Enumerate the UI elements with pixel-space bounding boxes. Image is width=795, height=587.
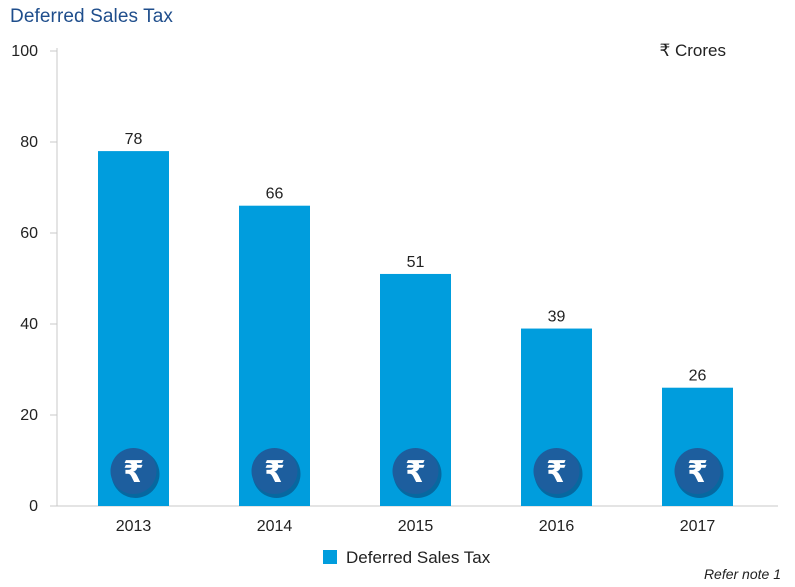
y-tick-label: 80 [20,134,38,151]
bar-series: 78 ₹66 ₹51 ₹39 ₹26 ₹ [98,131,733,506]
data-label-2014: 66 [266,186,284,203]
rupee-icon-circle [110,448,157,494]
rupee-glyph: ₹ [546,455,567,490]
unit-label: ₹ Crores [659,41,726,60]
rupee-icon-circle [674,448,721,494]
y-tick-label: 60 [20,225,38,242]
data-label-2013: 78 [125,131,143,148]
y-tick-label: 20 [20,407,38,424]
y-tick-label: 0 [29,498,38,515]
rupee-glyph: ₹ [687,455,708,490]
legend-label: Deferred Sales Tax [346,548,491,567]
rupee-icon: ₹ [392,448,442,498]
rupee-glyph: ₹ [264,455,285,490]
x-axis-ticks: 2013 2014 2015 2016 2017 [116,518,716,535]
rupee-glyph: ₹ [405,455,426,490]
x-tick-label-2017: 2017 [680,518,716,535]
legend-swatch [323,550,337,564]
rupee-icon: ₹ [533,448,583,498]
rupee-icon-circle [251,448,298,494]
data-label-2017: 26 [689,368,707,385]
bar-2013 [98,151,169,506]
x-tick-label-2016: 2016 [539,518,575,535]
footnote: Refer note 1 [704,566,781,582]
x-tick-label-2015: 2015 [398,518,434,535]
data-label-2015: 51 [407,254,425,271]
y-axis-ticks: 0 20 40 60 80 100 [11,43,57,515]
x-tick-label-2014: 2014 [257,518,293,535]
legend: Deferred Sales Tax [323,548,491,567]
rupee-icon-circle [533,448,580,494]
chart-title: Deferred Sales Tax [10,6,174,27]
y-tick-label: 100 [11,43,38,60]
rupee-icon: ₹ [110,448,160,498]
x-tick-label-2013: 2013 [116,518,152,535]
rupee-glyph: ₹ [123,455,144,490]
rupee-icon: ₹ [251,448,301,498]
data-label-2016: 39 [548,309,566,326]
rupee-icon-circle [392,448,439,494]
rupee-icon: ₹ [674,448,724,498]
y-tick-label: 40 [20,316,38,333]
